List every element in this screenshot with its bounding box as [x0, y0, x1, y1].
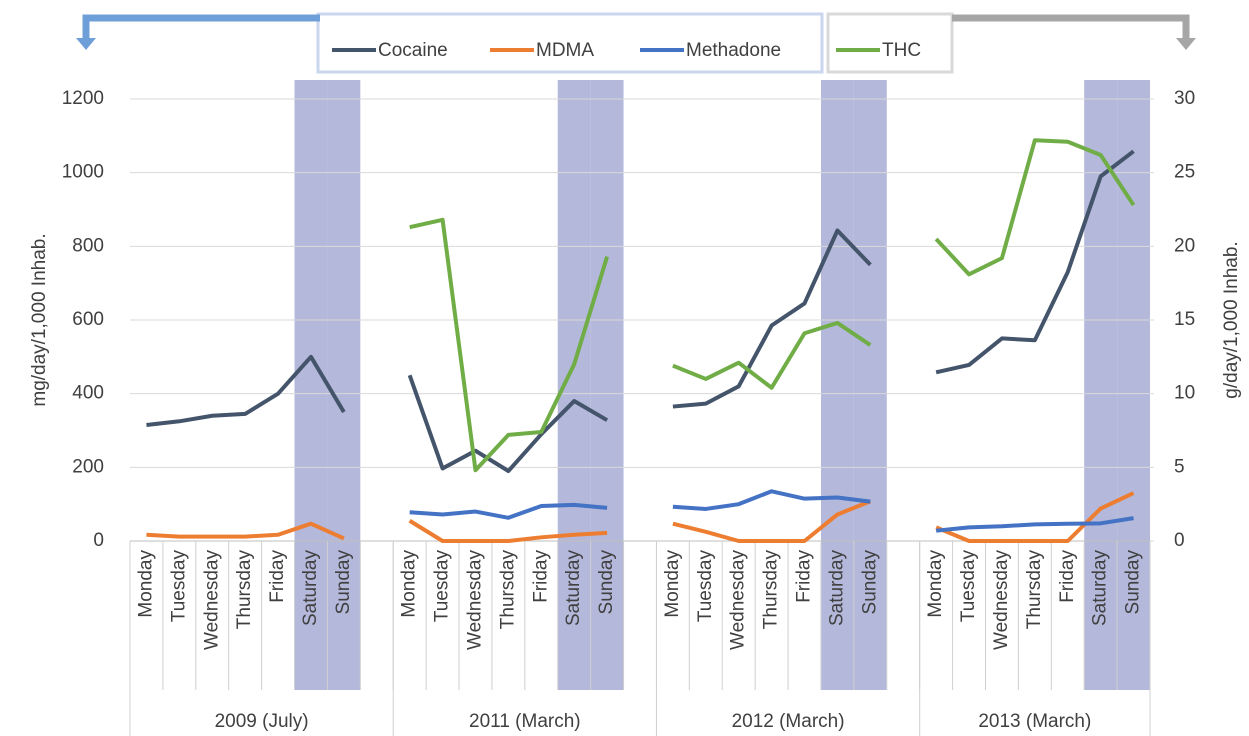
x-tick-label: Saturday: [563, 550, 584, 627]
y2-tick-label: 30: [1174, 88, 1195, 109]
legend-frame: [316, 12, 824, 74]
background-layer: [129, 80, 1154, 736]
left-axis-arrowhead: [76, 38, 96, 50]
legend-label: Methadone: [686, 40, 781, 61]
series-line: [146, 491, 1135, 543]
x-tick-label: Saturday: [300, 550, 321, 627]
left-axis-arrow: [82, 14, 320, 40]
x-tick-label: Sunday: [859, 550, 880, 615]
x-tick-label: Wednesday: [991, 550, 1012, 650]
legend-label: MDMA: [536, 40, 594, 61]
y2-tick-label: 20: [1174, 235, 1195, 256]
y2-tick-label: 15: [1174, 309, 1195, 330]
legend-frame-right: [826, 12, 954, 74]
series-line: [146, 149, 1135, 474]
weekend-band: [1117, 80, 1150, 690]
y2-tick-label: 0: [1174, 530, 1185, 551]
y-tick-label: 600: [72, 309, 104, 330]
x-tick-label: Friday: [794, 550, 815, 603]
y2-tick-label: 10: [1174, 383, 1195, 404]
x-tick-label: Monday: [399, 550, 420, 618]
x-tick-label: Wednesday: [728, 550, 749, 650]
x-tick-label: Wednesday: [464, 550, 485, 650]
x-tick-label: Sunday: [596, 550, 617, 615]
y-axis-title: mg/day/1,000 Inhab.: [29, 233, 50, 406]
x-tick-label: Tuesday: [958, 550, 979, 623]
weekend-band: [294, 80, 328, 690]
x-tick-label: Saturday: [1090, 550, 1111, 627]
legend-label: THC: [882, 40, 921, 61]
y-tick-label: 400: [72, 383, 104, 404]
x-tick-label: Thursday: [1024, 550, 1045, 630]
x-tick-label: Friday: [530, 550, 551, 603]
weekend-band: [853, 80, 887, 690]
x-tick-label: Saturday: [826, 550, 847, 627]
group-label: 2009 (July): [215, 711, 309, 732]
weekend-band: [820, 80, 854, 690]
x-tick-label: Sunday: [1123, 550, 1144, 615]
x-tick-label: Tuesday: [695, 550, 716, 623]
x-tick-label: Monday: [662, 550, 683, 618]
x-tick-label: Thursday: [234, 550, 255, 630]
y-tick-label: 1200: [62, 88, 104, 109]
x-tick-label: Thursday: [497, 550, 518, 630]
weekend-band: [590, 80, 624, 690]
y-tick-label: 0: [93, 530, 104, 551]
y-tick-label: 1000: [62, 162, 104, 183]
weekend-band: [327, 80, 361, 690]
x-tick-label: Sunday: [333, 550, 354, 615]
series-line: [409, 489, 1134, 533]
x-tick-label: Monday: [925, 550, 946, 618]
group-label: 2013 (March): [978, 711, 1091, 732]
y-tick-label: 800: [72, 235, 104, 256]
x-tick-label: Tuesday: [168, 550, 189, 623]
group-label: 2011 (March): [469, 711, 581, 732]
x-tick-label: Friday: [267, 550, 288, 603]
right-axis-arrow: [952, 14, 1190, 40]
legend-label: Cocaine: [378, 40, 448, 61]
x-tick-label: Thursday: [761, 550, 782, 630]
y2-axis-title: g/day/1,000 Inhab.: [1221, 241, 1242, 398]
y2-tick-label: 5: [1174, 456, 1185, 477]
x-tick-label: Tuesday: [432, 550, 453, 623]
series-line: [409, 138, 1136, 473]
x-tick-label: Wednesday: [201, 550, 222, 650]
x-tick-label: Monday: [135, 550, 156, 618]
x-tick-label: Friday: [1057, 550, 1078, 603]
group-label: 2012 (March): [732, 711, 845, 732]
right-axis-arrowhead: [1176, 38, 1196, 50]
y-tick-label: 200: [72, 456, 104, 477]
y2-tick-label: 25: [1174, 162, 1195, 183]
